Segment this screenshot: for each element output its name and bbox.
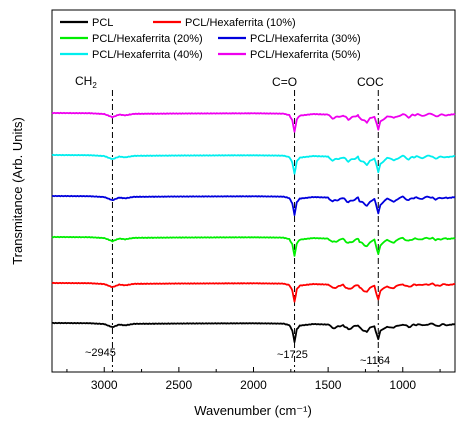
legend-label: PCL/Hexaferrita (50%): [250, 49, 361, 61]
series-line: [51, 281, 456, 303]
x-tick-label: 2500: [166, 378, 193, 392]
peak-label: ~2945: [85, 347, 116, 359]
reference-lines: ~2945 C=O ~1725 COC ~1164: [85, 75, 390, 372]
series-line: [51, 194, 456, 216]
legend-label: PCL/Hexaferrita (10%): [185, 17, 296, 29]
x-tick-label: 1500: [315, 378, 342, 392]
legend-label: PCL/Hexaferrita (40%): [92, 49, 203, 61]
annotation-group: COC: [357, 75, 384, 89]
series-line: [52, 321, 456, 343]
x-tick-label: 1000: [389, 378, 416, 392]
legend-label: PCL/Hexaferrita (30%): [250, 33, 361, 45]
x-tick-label: 2000: [240, 378, 267, 392]
x-axis-title: Wavenumber (cm⁻¹): [194, 403, 312, 418]
x-axis: 3000 2500 2000 1500 1000: [66, 367, 441, 392]
series-line: [51, 111, 456, 133]
peak-label: ~1164: [360, 355, 390, 367]
series-line: [51, 153, 456, 175]
legend-label: PCL/Hexaferrita (20%): [92, 33, 203, 45]
legend-label: PCL: [92, 17, 113, 29]
y-axis-title: Transmitance (Arb. Units): [10, 117, 25, 265]
x-tick-label: 3000: [91, 378, 118, 392]
annotation-group: C=O: [272, 75, 297, 89]
annotation-ch2-sub: 2: [92, 81, 97, 90]
annotation-ch2: CH2: [75, 74, 97, 90]
legend: PCL PCL/Hexaferrita (10%) PCL/Hexaferrita …: [60, 17, 361, 61]
peak-label: ~1725: [277, 349, 308, 361]
annotation-ch2-main: CH: [75, 74, 92, 88]
series-layer: [51, 111, 456, 343]
series-line: [51, 235, 456, 257]
